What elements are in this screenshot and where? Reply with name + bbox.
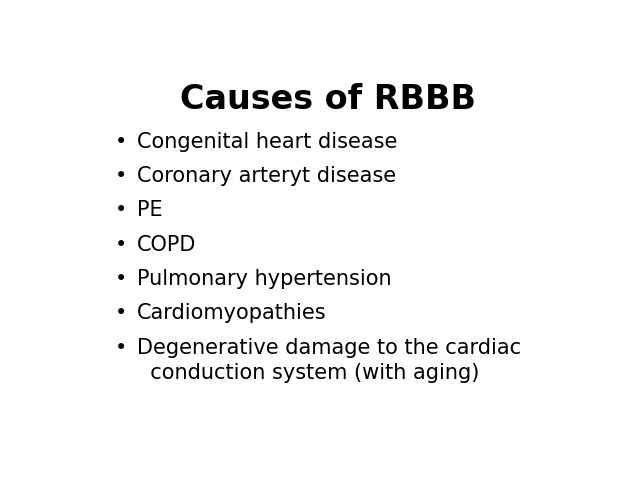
Text: •: •: [115, 200, 127, 220]
Text: •: •: [115, 338, 127, 358]
Text: •: •: [115, 235, 127, 254]
Text: •: •: [115, 166, 127, 186]
Text: Cardiomyopathies: Cardiomyopathies: [137, 303, 326, 324]
Text: •: •: [115, 132, 127, 152]
Text: COPD: COPD: [137, 235, 196, 254]
Text: Degenerative damage to the cardiac
  conduction system (with aging): Degenerative damage to the cardiac condu…: [137, 338, 521, 383]
Text: •: •: [115, 303, 127, 324]
Text: •: •: [115, 269, 127, 289]
Text: Pulmonary hypertension: Pulmonary hypertension: [137, 269, 392, 289]
Text: Causes of RBBB: Causes of RBBB: [180, 84, 476, 117]
Text: PE: PE: [137, 200, 163, 220]
Text: Congenital heart disease: Congenital heart disease: [137, 132, 397, 152]
Text: Coronary arteryt disease: Coronary arteryt disease: [137, 166, 396, 186]
